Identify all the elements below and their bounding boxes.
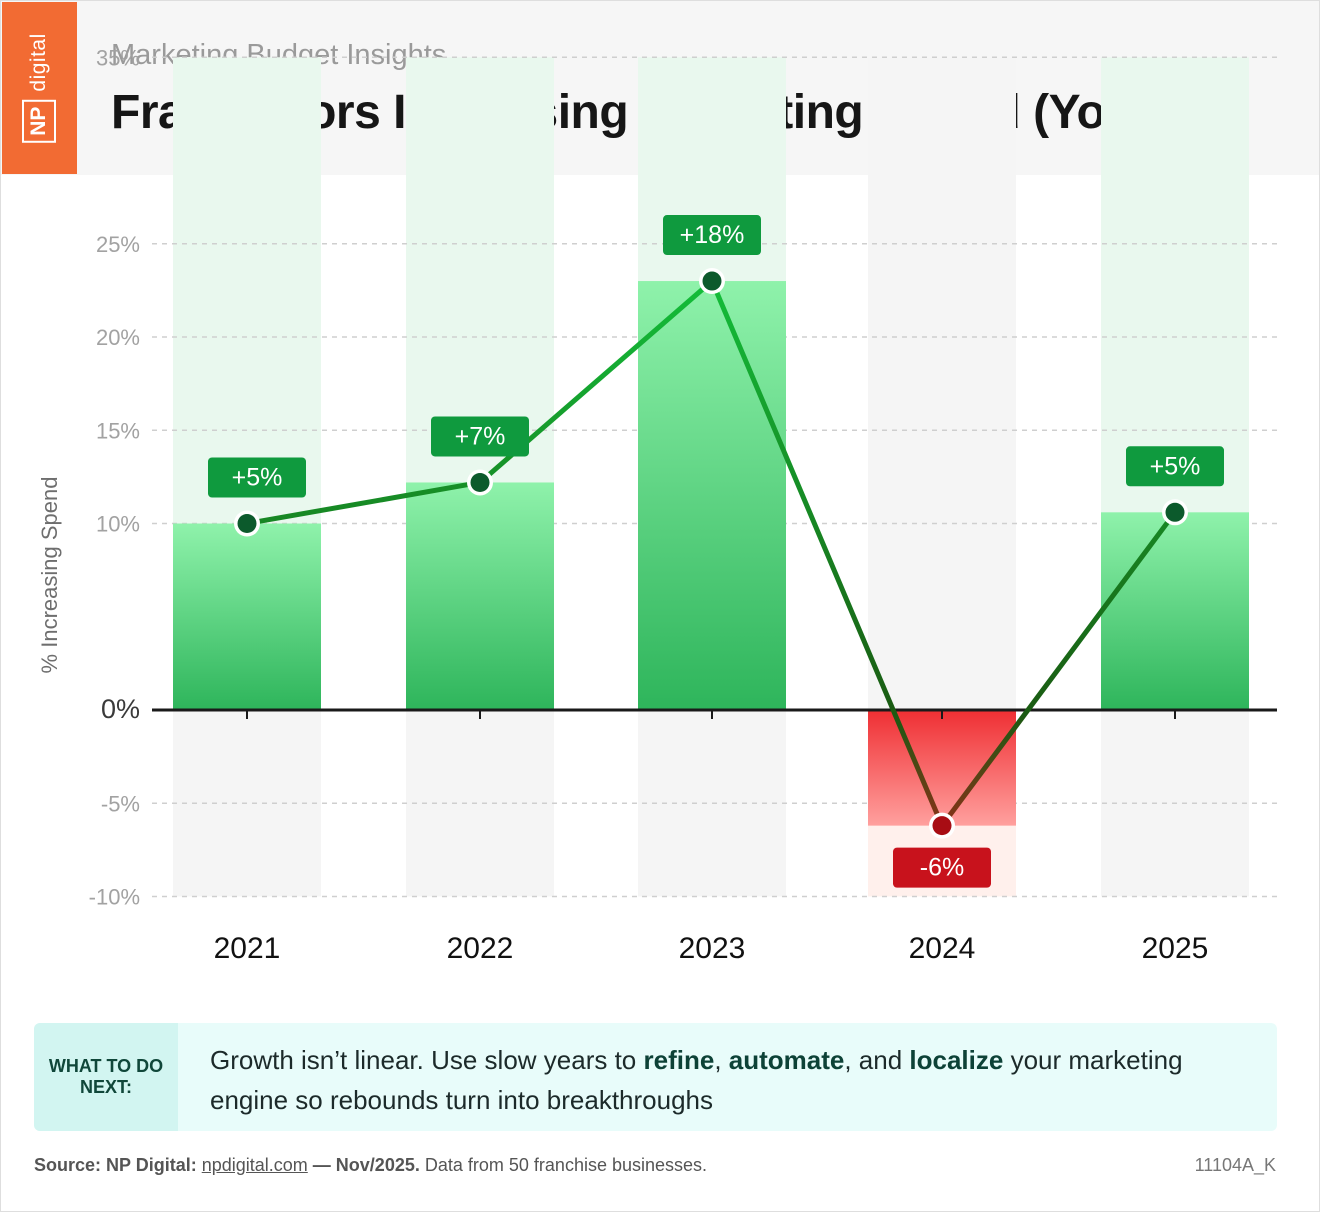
bar-2023: [638, 281, 786, 710]
change-label-2021: +5%: [232, 464, 283, 492]
y-tick-label: 20%: [96, 325, 140, 350]
callout-text: Growth isn’t linear. Use slow years to r…: [210, 1045, 1183, 1115]
x-tick-label-2025: 2025: [1142, 932, 1209, 965]
change-badge-2025: [1126, 446, 1224, 487]
change-label-2025: +5%: [1150, 452, 1201, 480]
change-badge-2024: [893, 847, 991, 888]
y-tick-label: -5%: [101, 791, 140, 816]
x-tick-label-2022: 2022: [447, 932, 514, 965]
change-label-2024: -6%: [920, 854, 964, 882]
callout-bold-localize: localize: [909, 1045, 1004, 1075]
x-tick-label-2024: 2024: [909, 932, 976, 965]
column-bg-upper-2024: [868, 57, 1016, 710]
callout-bold-refine: refine: [643, 1045, 715, 1075]
bar-2021: [173, 523, 321, 710]
bar-2025: [1101, 512, 1249, 710]
data-point-2024: [932, 816, 952, 836]
bar-2022: [406, 482, 554, 710]
source-link[interactable]: npdigital.com: [201, 1155, 308, 1175]
y-tick-label: -10%: [89, 885, 140, 910]
y-tick-label: 35%: [96, 45, 140, 70]
what-to-do-next-callout: WHAT TO DO NEXT: Growth isn’t linear. Us…: [34, 1023, 1277, 1131]
change-label-2023: +18%: [680, 221, 745, 249]
change-badge-2022: [431, 416, 529, 457]
column-bg-lower-2022: [406, 710, 554, 897]
callout-bold-automate: automate: [728, 1045, 845, 1075]
data-point-2025: [1165, 502, 1185, 522]
data-point-2023: [702, 271, 722, 291]
data-point-2022: [470, 472, 490, 492]
data-point-2021: [237, 514, 257, 533]
np-digital-logo: NP digital: [2, 2, 77, 174]
change-label-2022: +7%: [455, 422, 506, 450]
x-tick-label-2023: 2023: [679, 932, 746, 965]
callout-tag: WHAT TO DO NEXT:: [34, 1023, 178, 1131]
x-tick-label-2021: 2021: [214, 932, 281, 965]
y-tick-label: 10%: [96, 512, 140, 537]
change-badge-2023: [663, 215, 761, 256]
y-tick-label: 15%: [96, 418, 140, 443]
y-tick-label: 0%: [101, 694, 140, 724]
y-tick-label: 25%: [96, 232, 140, 257]
bar-2024: [868, 710, 1016, 826]
change-badge-2021: [208, 457, 306, 498]
footer-code: 11104A_K: [1194, 1155, 1276, 1175]
footer-source: Source: NP Digital: npdigital.com — Nov/…: [34, 1155, 708, 1175]
y-axis-label: % Increasing Spend: [37, 477, 62, 674]
